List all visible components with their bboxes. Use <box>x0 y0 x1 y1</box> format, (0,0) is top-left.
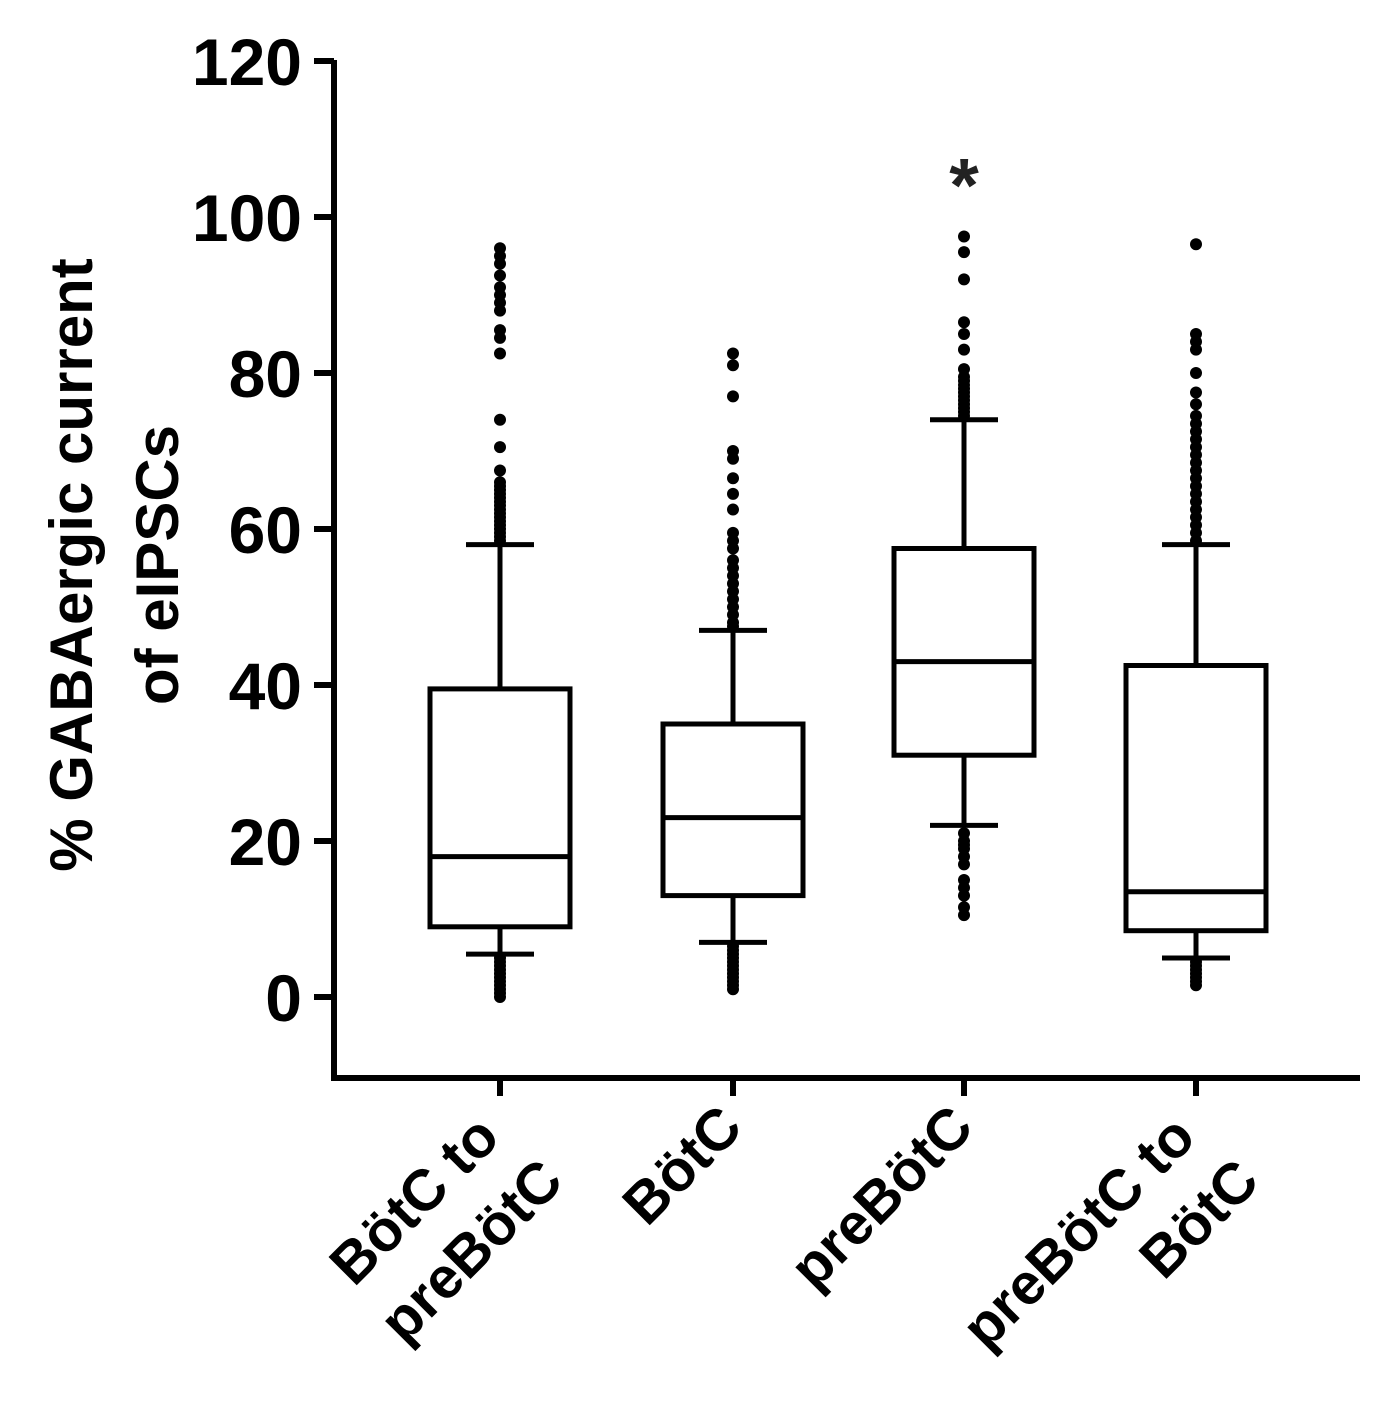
x-tick-label: preBötC toBötC <box>949 1093 1270 1414</box>
outlier-point <box>958 246 970 259</box>
outlier-point <box>727 472 739 485</box>
outlier-point <box>494 464 506 477</box>
outlier-point <box>727 347 739 360</box>
x-tick-label-line: BötC <box>610 1093 754 1237</box>
outlier-point <box>727 940 739 953</box>
box-group: * <box>891 144 1037 922</box>
y-tick-label: 80 <box>229 337 302 411</box>
outlier-point <box>727 359 739 372</box>
outlier-point <box>727 554 739 567</box>
y-tick-label: 40 <box>229 649 302 723</box>
outlier-point <box>958 827 970 840</box>
box-iqr <box>891 546 1037 758</box>
outlier-point <box>958 874 970 886</box>
y-tick-label: 100 <box>192 181 302 255</box>
box-group <box>427 242 573 1003</box>
outlier-point <box>1190 367 1202 379</box>
outlier-point <box>958 363 970 376</box>
outlier-point <box>958 901 970 914</box>
box-iqr <box>1123 663 1269 934</box>
y-tick-label: 60 <box>229 493 302 567</box>
y-axis-title-line-1: % GABAergic current <box>38 258 105 871</box>
outlier-point <box>1190 386 1202 399</box>
significance-marker: * <box>949 144 979 229</box>
outlier-point <box>1190 955 1202 968</box>
y-axis-title: % GABAergic current of eIPSCs <box>38 258 191 871</box>
outlier-point <box>1190 398 1202 411</box>
x-tick-label: preBötC <box>777 1093 985 1301</box>
outlier-point <box>958 328 970 340</box>
outlier-point <box>727 526 739 539</box>
outlier-point <box>727 390 739 403</box>
outlier-point <box>494 324 506 337</box>
y-tick-label: 120 <box>192 25 302 99</box>
outlier-point <box>727 503 739 516</box>
y-tick-label: 0 <box>265 961 302 1035</box>
outlier-point <box>958 316 970 329</box>
outlier-point <box>494 242 506 255</box>
outlier-point <box>494 269 506 282</box>
boxes: * <box>427 144 1269 1003</box>
outlier-point <box>958 273 970 286</box>
y-axis-title-line-2: of eIPSCs <box>124 425 191 705</box>
outlier-point <box>494 952 506 964</box>
outlier-point <box>1190 328 1202 340</box>
outlier-point <box>1190 409 1202 422</box>
outlier-point <box>958 343 970 356</box>
outlier-point <box>1190 238 1202 251</box>
outlier-point <box>958 230 970 243</box>
outlier-point <box>494 281 506 294</box>
outlier-point <box>494 476 506 489</box>
x-tick-label: BötC topreBötC <box>313 1093 574 1354</box>
x-tick-label: BötC <box>610 1093 754 1237</box>
outlier-point <box>494 441 506 454</box>
outlier-point <box>494 413 506 426</box>
y-ticks: 0 20 40 60 80 100 120 <box>192 25 334 1035</box>
box-iqr <box>660 721 806 899</box>
y-tick-label: 20 <box>229 805 302 879</box>
box-group <box>1123 238 1269 992</box>
box-group <box>660 347 806 996</box>
outlier-point <box>727 487 739 500</box>
outlier-point <box>494 347 506 360</box>
outlier-point <box>727 445 739 457</box>
box-iqr <box>427 686 573 930</box>
x-tick-label-line: preBötC <box>777 1093 985 1301</box>
